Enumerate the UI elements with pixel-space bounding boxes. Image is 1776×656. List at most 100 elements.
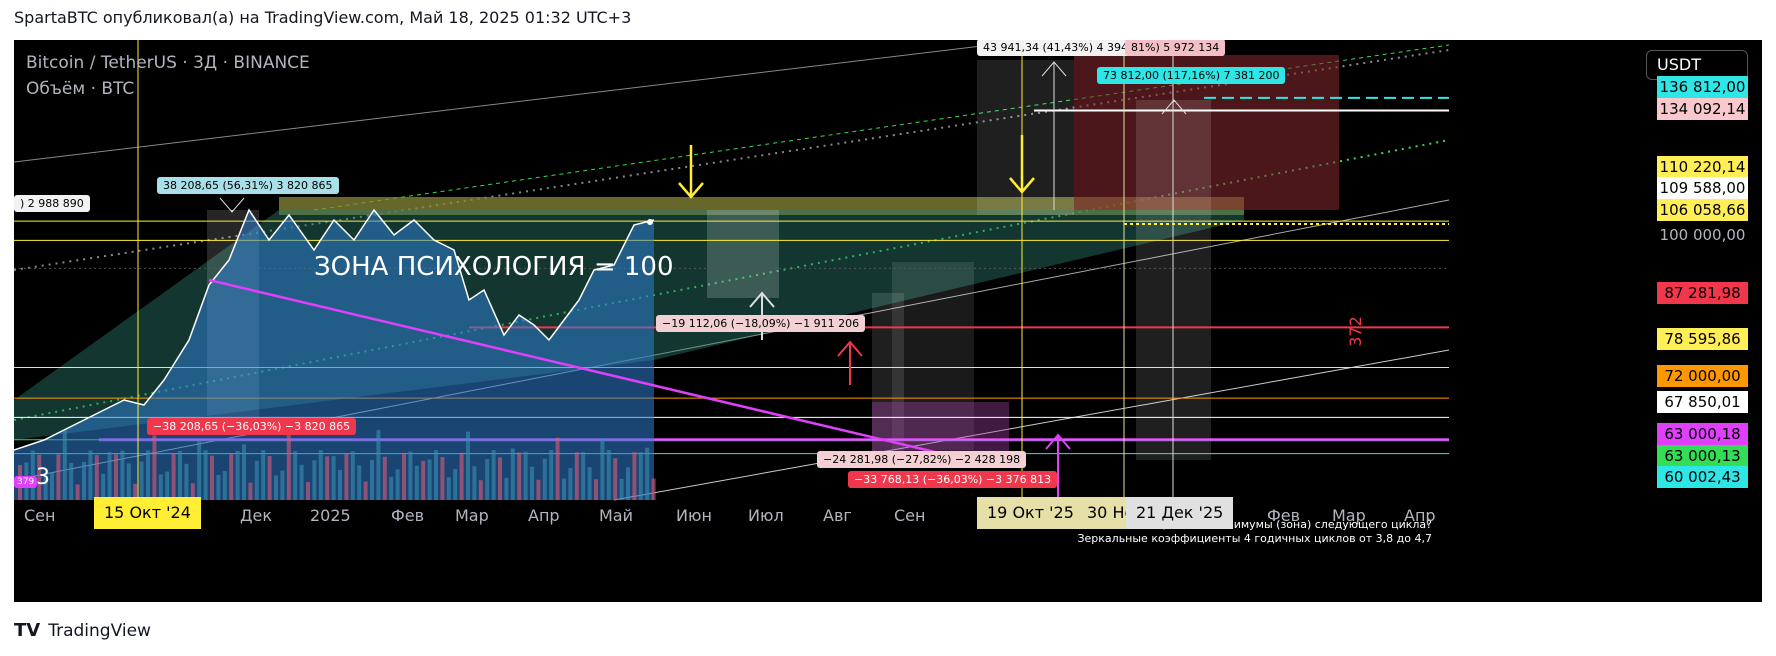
measure-label-m7[interactable]: 73 812,00 (117,16%) 7 381 200 xyxy=(1097,67,1286,84)
volume-bar-10 xyxy=(82,462,86,500)
volume-bar-85 xyxy=(562,478,566,500)
volume-bar-18 xyxy=(133,483,138,500)
measure-box-3 xyxy=(872,293,904,460)
x-highlight-19-oct-25[interactable]: 19 Окт '25 xyxy=(977,497,1084,529)
volume-bar-80 xyxy=(530,466,534,500)
measure-label-m6b[interactable]: 81%) 5 972 134 xyxy=(1125,40,1226,56)
measure-label-m6[interactable]: 43 941,34 (41,43%) 4 394 134 xyxy=(977,40,1159,56)
volume-bar-17 xyxy=(126,463,131,500)
volume-bar-15 xyxy=(114,454,118,500)
volume-bar-29 xyxy=(203,450,208,500)
volume-bar-92 xyxy=(606,450,611,500)
measure-label-m5[interactable]: −33 768,13 (−36,03%) −3 376 813 xyxy=(848,471,1058,488)
volume-bar-60 xyxy=(402,452,406,500)
volume-bar-30 xyxy=(210,455,214,500)
volume-bar-62 xyxy=(414,465,419,500)
volume-bar-48 xyxy=(325,456,330,500)
volume-bar-49 xyxy=(331,456,336,500)
x-highlight-21-dec-25[interactable]: 21 Дек '25 xyxy=(1126,497,1234,529)
x-label-jun: Июн xyxy=(676,506,712,525)
arrow-white-up-head xyxy=(749,291,775,308)
volume-bar-61 xyxy=(408,451,413,500)
measure-label-m4[interactable]: −24 281,98 (−27,82%) −2 428 198 xyxy=(817,451,1027,468)
volume-bar-84 xyxy=(555,437,560,500)
volume-bar-40 xyxy=(274,475,278,500)
left-edge-value: ) 2 988 890 xyxy=(14,195,90,212)
chart-plot[interactable] xyxy=(14,40,1762,602)
measure-label-m2[interactable]: −38 208,65 (−36,03%) −3 820 865 xyxy=(147,418,357,435)
volume-bar-53 xyxy=(357,465,362,500)
x-label-mar-1: Мар xyxy=(455,506,489,525)
volume-bar-89 xyxy=(587,467,592,500)
price-tag-63000-13: 63 000,13 xyxy=(1657,445,1748,467)
trend-line-upper-1 xyxy=(14,40,1037,163)
arrow-red-up-head xyxy=(837,340,863,357)
price-tag-110220: 110 220,14 xyxy=(1657,156,1748,178)
volume-bar-14 xyxy=(107,452,112,500)
price-tag-72000: 72 000,00 xyxy=(1657,365,1748,387)
volume-bar-78 xyxy=(517,452,522,500)
volume-bar-59 xyxy=(395,469,400,500)
footer-brand-text: TradingView xyxy=(48,620,151,641)
volume-bar-87 xyxy=(574,452,579,500)
tradingview-logo-icon: TV xyxy=(14,620,41,641)
x-label-feb-1: Фев xyxy=(391,506,425,525)
volume-bar-95 xyxy=(626,467,630,500)
measure-box-5 xyxy=(977,60,1074,215)
volume-bar-33 xyxy=(229,453,234,500)
volume-bar-65 xyxy=(434,450,438,500)
volume-bar-13 xyxy=(101,473,106,500)
volume-bar-5 xyxy=(50,472,54,500)
volume-bar-26 xyxy=(184,463,189,500)
volume-bar-44 xyxy=(299,464,304,500)
measure-label-m1[interactable]: 38 208,65 (56,31%) 3 820 865 xyxy=(157,177,339,194)
volume-bar-38 xyxy=(261,450,266,500)
volume-bar-96 xyxy=(632,452,637,500)
volume-bar-45 xyxy=(306,482,310,500)
price-tag-63000-18: 63 000,18 xyxy=(1657,423,1748,445)
x-label-jul: Июл xyxy=(748,506,784,525)
symbol-label[interactable]: Bitcoin / TetherUS · 3Д · BINANCE xyxy=(26,53,310,73)
chart-pane[interactable]: Bitcoin / TetherUS · 3Д · BINANCE Объём … xyxy=(14,40,1762,602)
price-tag-67850: 67 850,01 xyxy=(1657,391,1748,413)
volume-bar-19 xyxy=(139,461,144,500)
volume-bar-90 xyxy=(594,479,598,500)
volume-bar-76 xyxy=(504,477,509,500)
volume-bar-8 xyxy=(69,462,74,500)
measure-box-2 xyxy=(707,210,779,298)
arrow-yellow-2-head xyxy=(1009,177,1035,194)
trend-line-bottom-channel xyxy=(613,349,1450,501)
volume-bar-16 xyxy=(120,450,125,500)
volume-bar-34 xyxy=(235,450,240,500)
chart-legend: Bitcoin / TetherUS · 3Д · BINANCE Объём … xyxy=(26,50,310,102)
x-label-apr-2: Апр xyxy=(1404,506,1436,525)
measure-label-m3[interactable]: −19 112,06 (−18,09%) −1 911 206 xyxy=(656,315,866,332)
price-tag-87281: 87 281,98 xyxy=(1657,282,1748,304)
volume-bar-21 xyxy=(152,435,157,500)
volume-bar-22 xyxy=(158,474,163,500)
price-tag-136812: 136 812,00 xyxy=(1657,76,1748,98)
volume-bar-83 xyxy=(549,450,554,500)
volume-bar-41 xyxy=(280,470,285,500)
volume-label[interactable]: Объём · BTC xyxy=(26,79,135,99)
volume-bar-63 xyxy=(421,460,426,500)
volume-bar-55 xyxy=(370,459,374,500)
volume-bar-94 xyxy=(619,478,624,500)
volume-bar-71 xyxy=(472,466,477,500)
x-label-dec: Дек xyxy=(240,506,273,525)
corner-small-label: 379 xyxy=(14,476,38,488)
x-highlight-15-oct-24[interactable]: 15 Окт '24 xyxy=(94,497,201,529)
x-label-apr-1: Апр xyxy=(528,506,560,525)
volume-bar-12 xyxy=(94,455,99,500)
zone-annotation: ЗОНА ПСИХОЛОГИЯ = 100 xyxy=(314,252,674,282)
volume-bar-77 xyxy=(510,448,515,500)
volume-bar-93 xyxy=(613,458,618,500)
arrow-yellow-1-head xyxy=(678,182,704,199)
volume-bar-25 xyxy=(178,450,182,500)
volume-bar-98 xyxy=(645,447,650,500)
footer-brand: TV TradingView xyxy=(14,620,151,641)
measure-box-6-red xyxy=(1074,55,1339,210)
measure-arrow-5-head xyxy=(1041,61,1067,77)
volume-bar-88 xyxy=(581,451,586,500)
volume-bar-46 xyxy=(312,460,317,500)
